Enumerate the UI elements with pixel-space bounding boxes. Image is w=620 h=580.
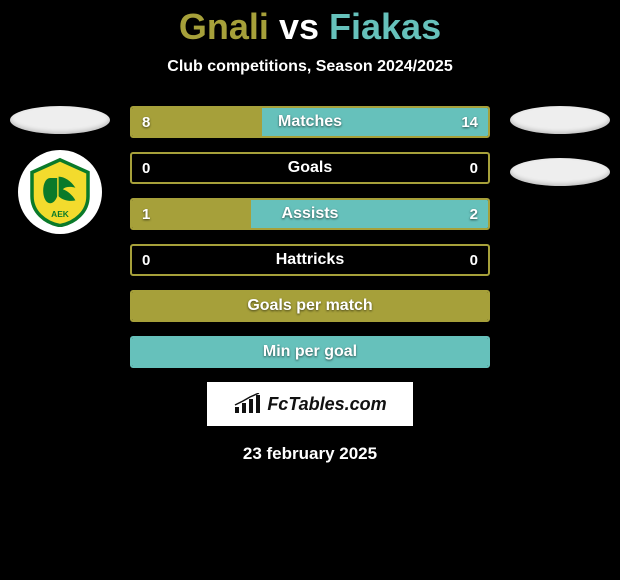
stat-value-right: 0 — [470, 246, 478, 274]
stat-value-right: 14 — [461, 108, 478, 136]
branding-banner: FcTables.com — [207, 382, 413, 426]
stat-value-left: 8 — [142, 108, 150, 136]
club-badge-aek: AEK — [18, 150, 102, 234]
stat-value-right: 2 — [470, 200, 478, 228]
stat-bar: Min per goal — [130, 336, 490, 368]
stat-value-left: 1 — [142, 200, 150, 228]
stat-bar: Goals per match — [130, 290, 490, 322]
subtitle: Club competitions, Season 2024/2025 — [0, 58, 620, 76]
svg-text:AEK: AEK — [51, 209, 69, 219]
player-placeholder-right-1 — [510, 106, 610, 134]
title-player-right: Fiakas — [329, 6, 441, 47]
player-placeholder-right-2 — [510, 158, 610, 186]
stat-value-left: 0 — [142, 154, 150, 182]
stat-label: Hattricks — [132, 246, 488, 274]
player-placeholder-left — [10, 106, 110, 134]
title-player-left: Gnali — [179, 6, 269, 47]
comparison-content: AEK Matches814Goals00Assists12Hattricks0… — [0, 106, 620, 368]
stat-bar: Goals0 0 — [130, 152, 490, 184]
fctables-logo-icon — [233, 393, 261, 415]
stat-label: Goals per match — [132, 292, 488, 320]
stat-label: Matches — [132, 108, 488, 136]
right-player-column — [500, 106, 620, 186]
stat-value-right: 0 — [470, 154, 478, 182]
stat-bar: Hattricks0 0 — [130, 244, 490, 276]
stat-label: Assists — [132, 200, 488, 228]
stat-bar: Matches8 14 — [130, 106, 490, 138]
stat-bars: Matches814Goals00Assists12Hattricks00Goa… — [130, 106, 490, 368]
date-label: 23 february 2025 — [0, 444, 620, 464]
stat-label: Min per goal — [132, 338, 488, 366]
left-player-column: AEK — [0, 106, 120, 234]
page-title: Gnali vs Fiakas — [0, 0, 620, 48]
stat-value-left: 0 — [142, 246, 150, 274]
title-vs: vs — [279, 6, 319, 47]
branding-text: FcTables.com — [267, 394, 386, 415]
stat-bar: Assists1 2 — [130, 198, 490, 230]
club-badge-icon: AEK — [25, 157, 95, 227]
stat-label: Goals — [132, 154, 488, 182]
